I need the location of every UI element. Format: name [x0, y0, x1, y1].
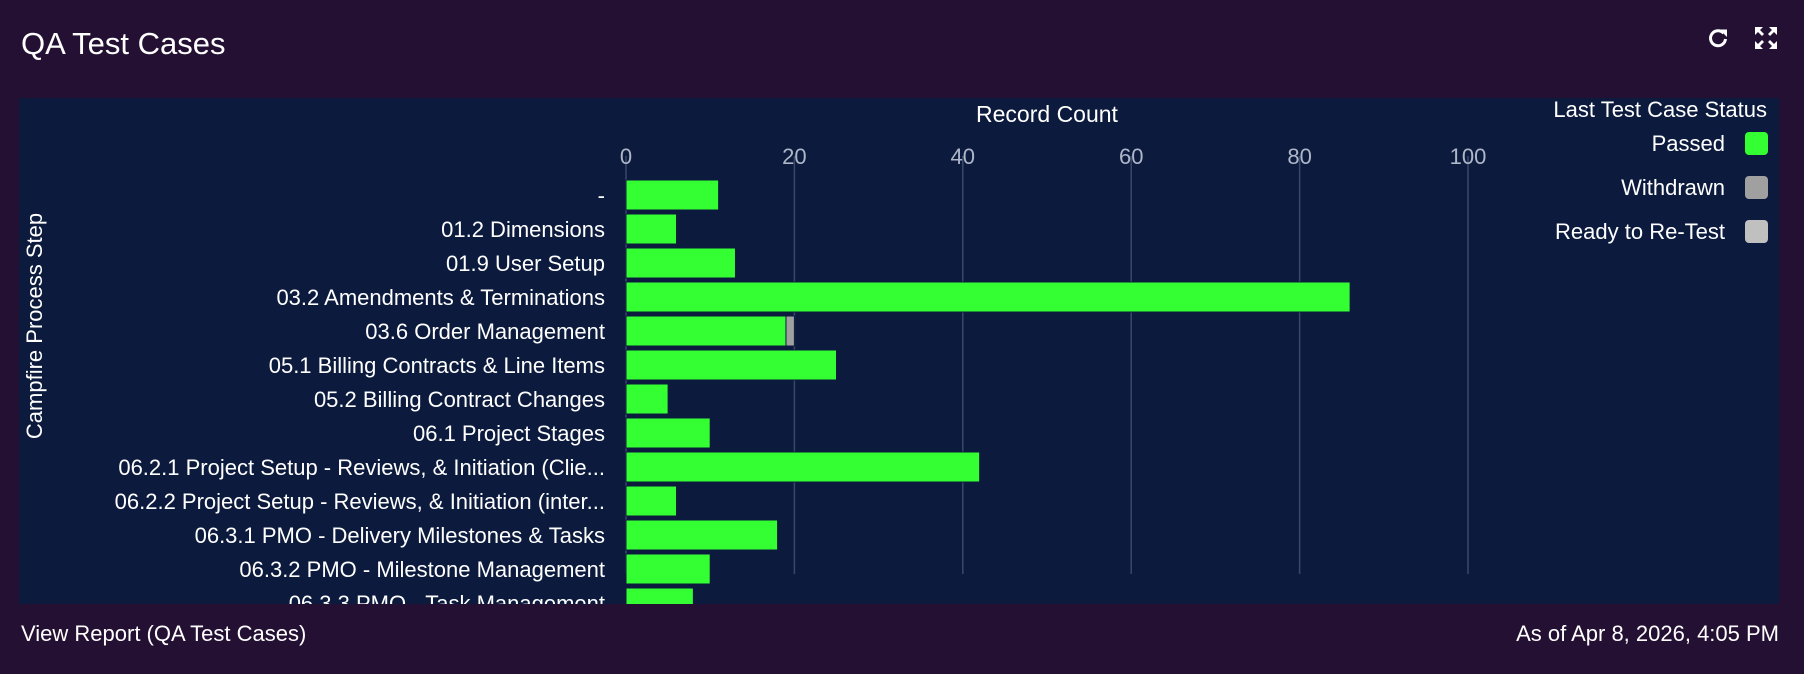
- bar-passed[interactable]: [625, 553, 711, 585]
- bar-passed[interactable]: [625, 417, 711, 449]
- widget-title: QA Test Cases: [21, 26, 226, 61]
- expand-icon[interactable]: [1752, 24, 1780, 52]
- y-category-label: 06.2.1 Project Setup - Reviews, & Initia…: [118, 455, 605, 480]
- x-tick-label: 100: [1450, 144, 1487, 169]
- bar-passed[interactable]: [625, 451, 981, 483]
- bar-passed[interactable]: [625, 213, 678, 245]
- bar-passed[interactable]: [625, 247, 736, 279]
- y-category-label: 01.2 Dimensions: [441, 217, 605, 242]
- bar-passed[interactable]: [625, 349, 837, 381]
- refresh-icon[interactable]: [1704, 24, 1732, 52]
- bar-passed[interactable]: [625, 485, 678, 517]
- legend-swatch[interactable]: [1745, 220, 1768, 243]
- y-category-label: 01.9 User Setup: [446, 251, 605, 276]
- y-category-label: 06.3.2 PMO - Milestone Management: [239, 557, 605, 582]
- y-category-label: -: [598, 183, 605, 208]
- x-axis-label: Record Count: [976, 101, 1119, 127]
- y-category-label: 05.2 Billing Contract Changes: [314, 387, 605, 412]
- as-of-timestamp: As of Apr 8, 2026, 4:05 PM: [1516, 621, 1779, 646]
- x-tick-label: 0: [620, 144, 632, 169]
- x-tick-label: 20: [782, 144, 806, 169]
- bar-chart: 0 20 40 60 80 100 - 01.2 Dimensions 01.9 User Se…: [22, 98, 1768, 604]
- y-category-label: 06.1 Project Stages: [413, 421, 605, 446]
- bar-passed[interactable]: [625, 519, 779, 551]
- view-report-link[interactable]: View Report (QA Test Cases): [21, 621, 307, 646]
- x-tick-label: 80: [1287, 144, 1311, 169]
- x-tick-label: 60: [1119, 144, 1143, 169]
- legend-title: Last Test Case Status: [1553, 98, 1767, 122]
- y-axis-label: Campfire Process Step: [22, 213, 47, 439]
- legend-label: Ready to Re-Test: [1555, 219, 1725, 244]
- bar-passed[interactable]: [625, 315, 787, 347]
- bar-passed[interactable]: [625, 179, 720, 211]
- legend-label: Passed: [1652, 131, 1725, 156]
- y-category-label: 06.2.2 Project Setup - Reviews, & Initia…: [115, 489, 605, 514]
- legend-swatch[interactable]: [1745, 176, 1768, 199]
- bar-passed[interactable]: [625, 587, 694, 604]
- bar-passed[interactable]: [625, 281, 1351, 313]
- legend-swatch[interactable]: [1745, 132, 1768, 155]
- y-category-label: 06.3.3 PMO - Task Management: [289, 591, 605, 604]
- y-category-label: 05.1 Billing Contracts & Line Items: [269, 353, 605, 378]
- y-category-label: 03.2 Amendments & Terminations: [276, 285, 605, 310]
- x-tick-label: 40: [951, 144, 975, 169]
- chart-panel: 0 20 40 60 80 100 - 01.2 Dimensions 01.9 User Se…: [19, 98, 1779, 604]
- bar-passed[interactable]: [625, 383, 669, 415]
- y-category-label: 03.6 Order Management: [365, 319, 605, 344]
- y-category-label: 06.3.1 PMO - Delivery Milestones & Tasks: [195, 523, 605, 548]
- bar-withdrawn[interactable]: [785, 315, 795, 347]
- legend-label: Withdrawn: [1621, 175, 1725, 200]
